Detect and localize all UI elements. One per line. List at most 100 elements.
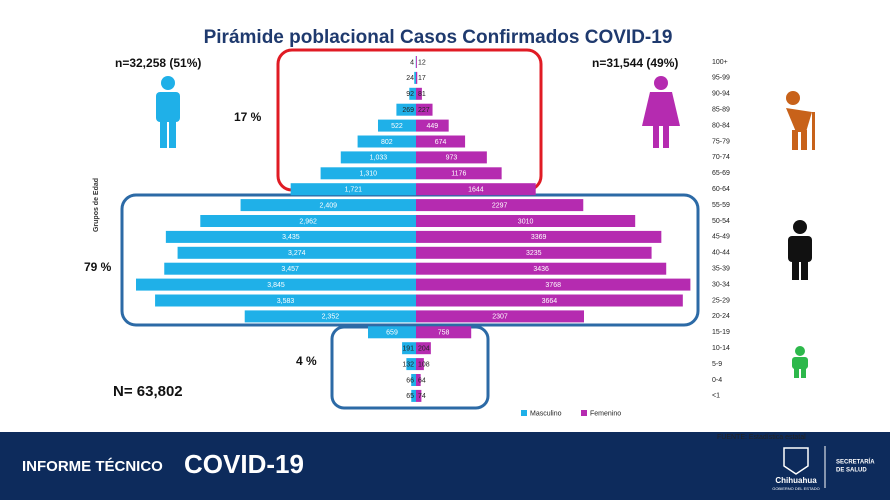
bar: [411, 374, 416, 386]
y-tick-label: 60-64: [712, 186, 730, 193]
y-tick-label: 25-29: [712, 297, 730, 304]
bar: [155, 294, 416, 307]
legend-swatch: [521, 410, 527, 416]
data-label: 3664: [542, 298, 558, 305]
bar: [340, 151, 416, 164]
data-label: 191: [402, 346, 414, 353]
y-tick-label: 90-94: [712, 91, 730, 98]
data-label: 3,845: [267, 282, 285, 289]
bar: [409, 87, 416, 100]
y-tick-label: 30-34: [712, 281, 730, 288]
data-label: 2,352: [322, 314, 340, 321]
data-label: 1,721: [345, 187, 363, 194]
bar: [177, 246, 416, 259]
data-label: 74: [418, 393, 426, 400]
bar: [240, 199, 416, 212]
data-label: 269: [402, 107, 414, 114]
adult-icon: [788, 220, 812, 280]
bar: [416, 278, 691, 291]
bar: [244, 310, 416, 323]
legend-swatch: [581, 410, 587, 416]
child-share: 4 %: [296, 354, 317, 368]
bar: [416, 310, 584, 323]
bar: [416, 183, 536, 196]
bar: [377, 119, 416, 132]
data-label: 3768: [545, 282, 561, 289]
bar: [416, 246, 652, 259]
data-label: 1,310: [360, 171, 378, 178]
bar: [357, 135, 416, 148]
footer-state: Chihuahua: [775, 476, 817, 485]
y-tick-label: 35-39: [712, 266, 730, 273]
bar: [320, 167, 416, 180]
female-icon: [642, 76, 680, 148]
data-label: 659: [386, 330, 398, 337]
bar: [402, 342, 416, 355]
data-label: 758: [438, 330, 450, 337]
bar: [416, 262, 667, 275]
footer-report: INFORME TÉCNICO: [22, 458, 163, 475]
child-icon: [792, 346, 808, 378]
data-label: 108: [418, 361, 430, 368]
bar: [416, 199, 584, 212]
bar: [416, 342, 431, 355]
bar: [200, 215, 416, 227]
y-tick-label: 50-54: [712, 218, 730, 225]
elderly-icon: [786, 91, 815, 150]
logo-shield: [783, 447, 809, 475]
elderly-share: 17 %: [234, 110, 262, 124]
y-tick-label: 95-99: [712, 75, 730, 82]
bar: [416, 374, 421, 386]
footer-secretariat: DE SALUD: [836, 468, 867, 474]
bar: [416, 103, 433, 116]
data-label: 1644: [468, 187, 484, 194]
data-label: 802: [381, 139, 393, 146]
data-label: 449: [427, 123, 439, 130]
data-label: 66: [406, 377, 414, 384]
data-label: 3010: [518, 218, 534, 225]
bar: [416, 135, 466, 148]
data-label: 227: [418, 107, 430, 114]
bar: [416, 389, 422, 402]
data-label: 2297: [492, 202, 508, 209]
bar: [416, 87, 422, 100]
bar: [416, 326, 472, 339]
y-tick-label: 45-49: [712, 234, 730, 241]
y-tick-label: 70-74: [712, 154, 730, 161]
data-label: 4: [410, 59, 414, 66]
bar: [416, 294, 683, 307]
bar: [414, 71, 416, 84]
bar: [416, 151, 487, 164]
y-tick-label: 80-84: [712, 122, 730, 129]
bar: [136, 278, 416, 291]
data-label: 17: [418, 75, 426, 82]
bar: [290, 183, 416, 196]
data-label: 973: [446, 155, 458, 162]
data-label: 3,457: [281, 266, 299, 273]
footer-band: [0, 432, 890, 500]
data-label: 3235: [526, 250, 542, 257]
y-tick-label: 10-14: [712, 345, 730, 352]
y-tick-label: 40-44: [712, 250, 730, 257]
data-label: 24: [406, 75, 414, 82]
bar: [416, 167, 502, 180]
male-total: n=32,258 (51%): [115, 56, 201, 70]
data-label: 132: [402, 361, 414, 368]
data-label: 2,962: [299, 218, 317, 225]
data-label: 92: [406, 91, 414, 98]
footer-topic: COVID-19: [184, 449, 304, 479]
bar: [416, 119, 449, 132]
bar: [411, 389, 416, 402]
y-tick-label: 5-9: [712, 361, 722, 368]
female-total: n=31,544 (49%): [592, 56, 678, 70]
data-label: 81: [418, 91, 426, 98]
bar: [368, 326, 416, 339]
footer-secretariat: SECRETARÍA: [836, 458, 875, 466]
bar: [164, 262, 416, 275]
data-label: 3369: [531, 234, 547, 241]
y-tick-label: <1: [712, 393, 720, 400]
legend-label: Masculino: [530, 410, 562, 417]
data-label: 3,583: [277, 298, 295, 305]
source-note: FUENTE: Estadística estatal: [717, 434, 806, 441]
